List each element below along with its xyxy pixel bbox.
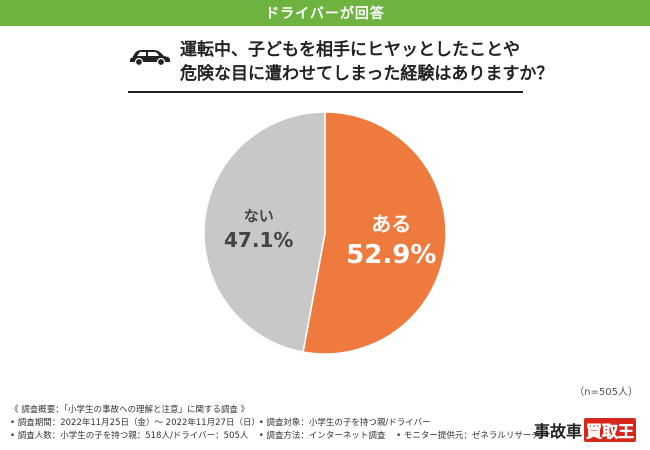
header-banner: ドライバーが回答 (0, 0, 650, 26)
pie-value-label-2: 47.1% (224, 228, 293, 252)
pie-category-label-1: ある (371, 212, 411, 236)
survey-count: • 調査人数：小学生の子を持つ親：518人/ドライバー：505人 (10, 431, 249, 441)
survey-period: • 調査期間：2022年11月25日（金）～ 2022年11月27日（日） (10, 418, 260, 428)
question-text: 運転中、子どもを相手にヒヤッとしたことや 危険な目に遭わせてしまった経験はありま… (180, 38, 553, 86)
question-line-1: 運転中、子どもを相手にヒヤッとしたことや (180, 40, 520, 60)
pie-slice-1 (302, 111, 447, 355)
sample-size-note: （n=505人） (574, 387, 638, 398)
survey-summary: 《 調査概要：「小学生の事故への理解と注意」に関する調査 》 (10, 405, 250, 415)
survey-method: • 調査方法：インターネット調査 (258, 431, 386, 441)
pie-category-label-2: ない (244, 207, 274, 225)
header-title: ドライバーが回答 (265, 6, 385, 22)
pie-chart: ある 52.9% ない 47.1% (203, 111, 447, 355)
survey-target: • 調査対象：小学生の子を持つ親/ドライバー (258, 418, 431, 428)
pie-slice-2 (203, 111, 326, 353)
logo-text-highlight: 買取王 (583, 418, 636, 442)
pie-chart-area: ある 52.9% ない 47.1% (0, 88, 650, 378)
logo-text-main: 事故車 (533, 422, 582, 441)
question-underline (128, 91, 523, 93)
survey-footer: 《 調査概要：「小学生の事故への理解と注意」に関する調査 》 • 調査期間：20… (10, 404, 550, 443)
brand-logo: 事故車 買取王 (534, 418, 636, 442)
survey-provider: • モニター提供元：ゼネラルリサーチ (396, 431, 540, 441)
pie-value-label-1: 52.9% (346, 240, 436, 270)
car-icon (128, 44, 172, 70)
question-line-2: 危険な目に遭わせてしまった経験はありますか？ (180, 64, 554, 84)
